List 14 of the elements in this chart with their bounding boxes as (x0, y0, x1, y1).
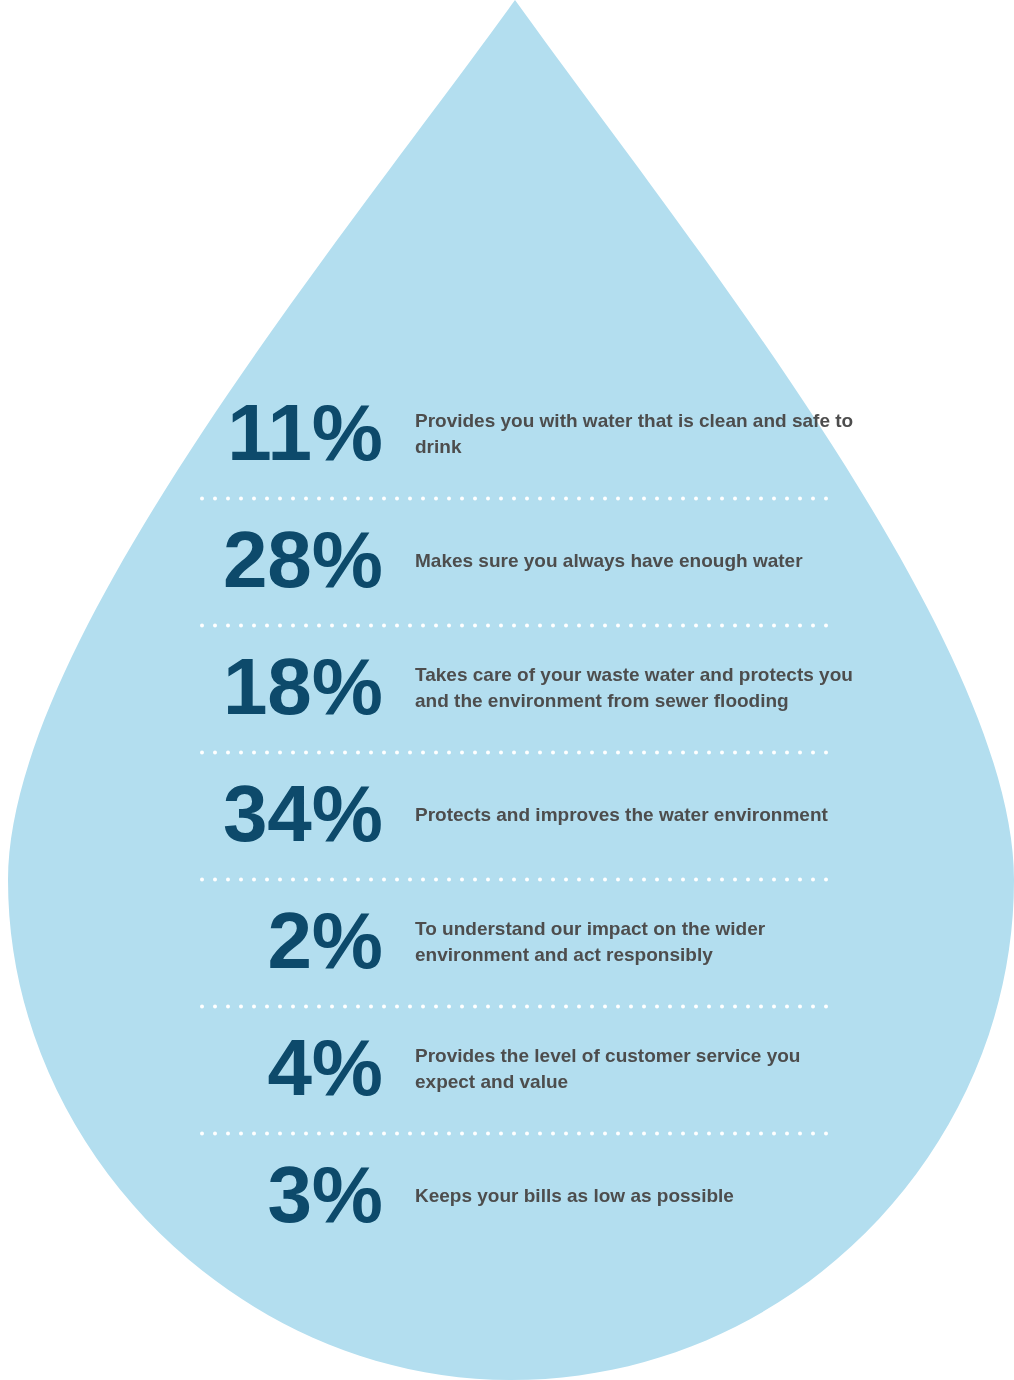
data-label: 28% (222, 515, 383, 605)
category-label: Provides the level of customer service you expect and value (415, 1045, 801, 1093)
data-label: 3% (267, 1150, 383, 1240)
data-label: 11% (227, 388, 383, 478)
data-label: 34% (222, 769, 383, 859)
category-label: Provides you with water that is clean and safe to drink (415, 410, 854, 458)
category-label: Protects and improves the water environment (415, 804, 829, 826)
data-label: 4% (267, 1023, 383, 1113)
category-label: Makes sure you always have enough water (415, 550, 804, 572)
data-label: 18% (222, 642, 383, 732)
category-label: Keeps your bills as low as possible (415, 1185, 734, 1207)
category-label: Takes care of your waste water and protects you and the environment from sewer flooding (415, 664, 853, 712)
data-label: 2% (267, 896, 383, 986)
category-label: To understand our impact on the wider environment and act responsibly (415, 918, 766, 966)
